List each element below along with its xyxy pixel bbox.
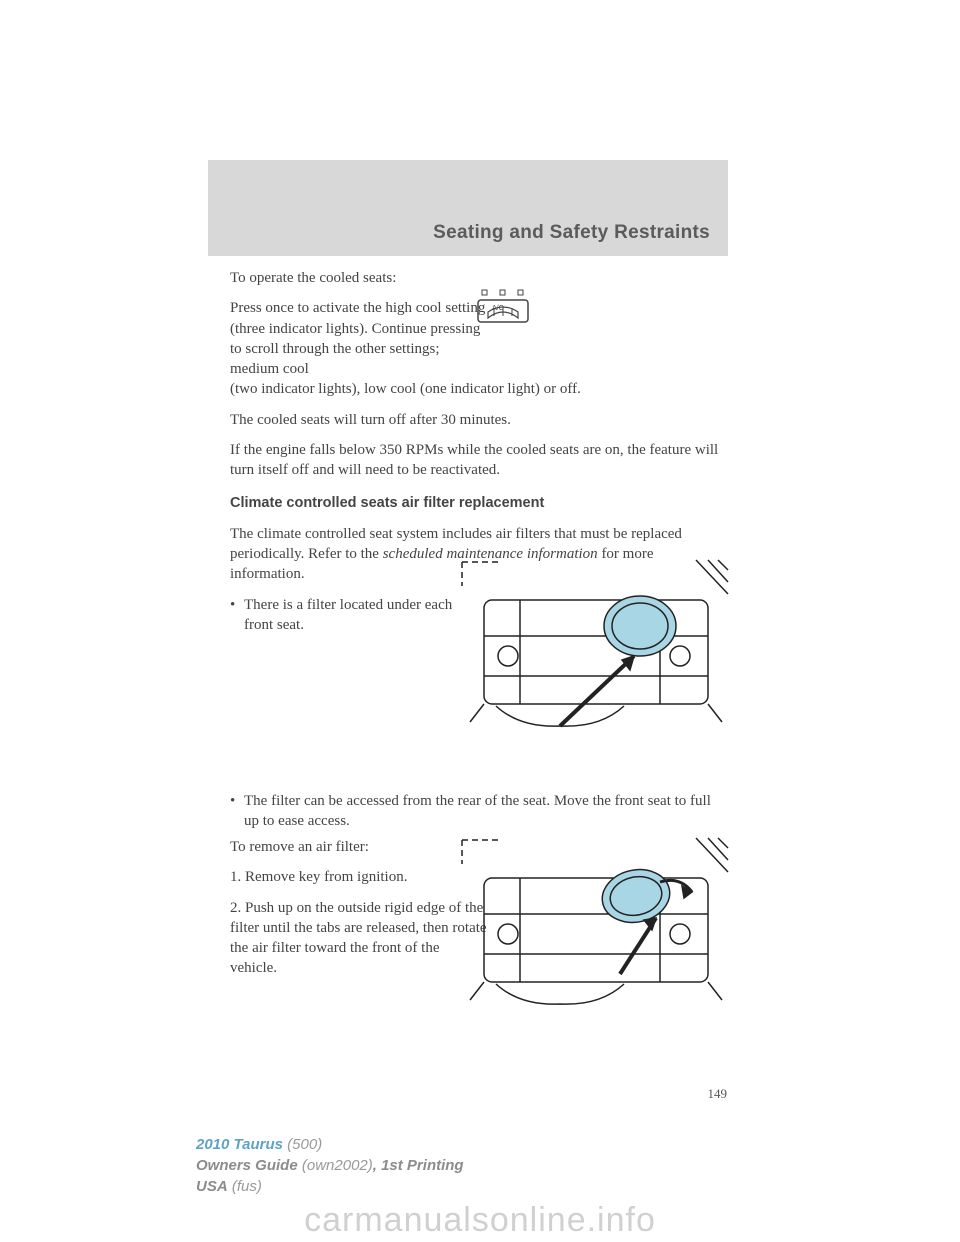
figure-filter-removal [460, 834, 732, 1014]
para-rpm: If the engine falls below 350 RPMs while… [230, 440, 728, 481]
footer-model: 2010 Taurus [196, 1136, 283, 1153]
footer-model-code: (500) [283, 1136, 322, 1153]
bullet-2-text: The filter can be accessed from the rear… [244, 791, 728, 832]
footer-line-3: USA (fus) [196, 1176, 464, 1197]
bullet-1-text: There is a filter located under each fro… [244, 595, 465, 785]
para-press-rest: (two indicator lights), low cool (one in… [230, 379, 728, 399]
para-30min: The cooled seats will turn off after 30 … [230, 410, 728, 430]
footer-line-2: Owners Guide (own2002), 1st Printing [196, 1155, 464, 1176]
page-number: 149 [708, 1086, 728, 1102]
step-2: 2. Push up on the outside rigid edge of … [230, 898, 490, 979]
section-title: Seating and Safety Restraints [433, 222, 710, 244]
bullet-dot: • [230, 791, 244, 832]
footer-printing: , 1st Printing [373, 1157, 464, 1174]
bullet-1-row: • There is a filter located under each f… [230, 595, 465, 785]
watermark: carmanualsonline.info [0, 1201, 960, 1242]
footer-owners-guide: Owners Guide [196, 1157, 298, 1174]
footer-own-code: (own2002) [298, 1157, 373, 1174]
footer: 2010 Taurus (500) Owners Guide (own2002)… [196, 1134, 464, 1197]
step-1: 1. Remove key from ignition. [230, 867, 490, 887]
figure-filter-location [460, 556, 732, 736]
footer-fus: (fus) [228, 1178, 262, 1195]
footer-line-1: 2010 Taurus (500) [196, 1134, 464, 1155]
para-operate: To operate the cooled seats: [230, 268, 728, 288]
heading-filter-replacement: Climate controlled seats air filter repl… [230, 494, 728, 514]
bullet-2-row: • The filter can be accessed from the re… [230, 791, 728, 832]
para-press-narrow: Press once to activate the high cool set… [230, 298, 490, 379]
header-grey-box: Seating and Safety Restraints [208, 160, 728, 256]
bullet-dot: • [230, 595, 244, 785]
cooled-seat-button-icon: A/C [470, 288, 540, 328]
footer-usa: USA [196, 1178, 228, 1195]
